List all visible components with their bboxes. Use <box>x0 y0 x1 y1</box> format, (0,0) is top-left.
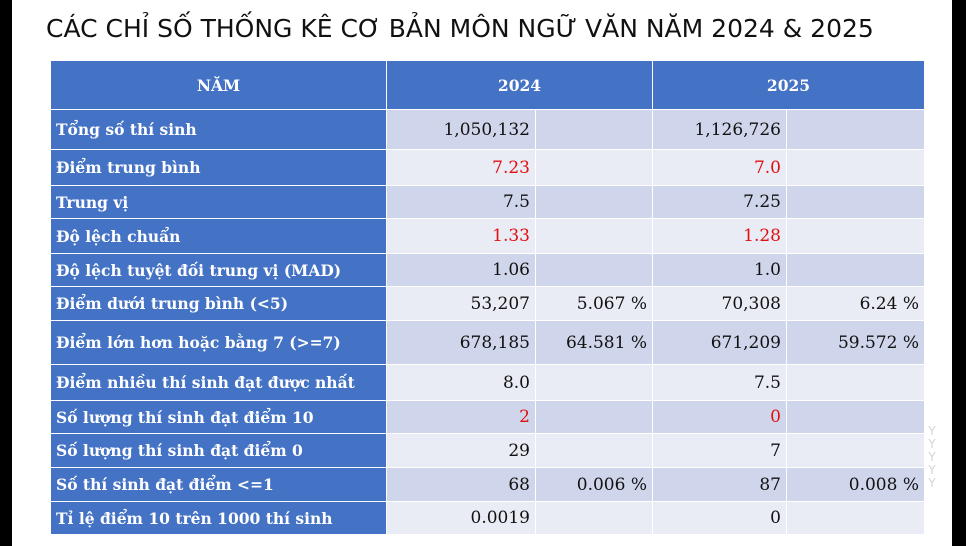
table-row: Điểm nhiều thí sinh đạt được nhất 8.0 7.5 <box>50 364 925 401</box>
value-2025: 70,308 <box>652 286 787 321</box>
slide-title: CÁC CHỈ SỐ THỐNG KÊ CƠ BẢN MÔN NGỮ VĂN N… <box>46 14 874 43</box>
row-label: Độ lệch tuyệt đối trung vị (MAD) <box>50 253 387 287</box>
table-row: Điểm lớn hơn hoặc bằng 7 (>=7) 678,185 64.… <box>50 320 925 365</box>
percent-2024: 64.581 % <box>535 320 653 365</box>
percent-2025 <box>786 109 925 150</box>
table-row: Độ lệch tuyệt đối trung vị (MAD) 1.06 1.0 <box>50 253 925 287</box>
table-row: Tổng số thí sinh 1,050,132 1,126,726 <box>50 109 925 150</box>
percent-2025 <box>786 253 925 287</box>
percent-2025 <box>786 185 925 219</box>
percent-2025 <box>786 364 925 401</box>
value-2024: 53,207 <box>386 286 536 321</box>
row-label: Số thí sinh đạt điểm <=1 <box>50 467 387 502</box>
slide: CÁC CHỈ SỐ THỐNG KÊ CƠ BẢN MÔN NGỮ VĂN N… <box>12 0 952 546</box>
table-row: Số lượng thí sinh đạt điểm 0 29 7 <box>50 433 925 468</box>
percent-2025: 59.572 % <box>786 320 925 365</box>
value-2024: 678,185 <box>386 320 536 365</box>
percent-2024 <box>535 364 653 401</box>
value-2024: 1,050,132 <box>386 109 536 150</box>
row-label: Số lượng thí sinh đạt điểm 10 <box>50 400 387 434</box>
header-2024: 2024 <box>386 60 653 110</box>
row-label: Trung vị <box>50 185 387 219</box>
value-2024: 2 <box>386 400 536 434</box>
percent-2024 <box>535 218 653 254</box>
percent-2024: 0.006 % <box>535 467 653 502</box>
percent-2025 <box>786 501 925 535</box>
row-label: Điểm lớn hơn hoặc bằng 7 (>=7) <box>50 320 387 365</box>
row-label: Số lượng thí sinh đạt điểm 0 <box>50 433 387 468</box>
value-2025: 7.5 <box>652 364 787 401</box>
value-2025: 7.0 <box>652 149 787 186</box>
header-row: NĂM 2024 2025 <box>50 60 925 110</box>
header-year-label: NĂM <box>50 60 387 110</box>
row-label: Tổng số thí sinh <box>50 109 387 150</box>
percent-2024 <box>535 109 653 150</box>
percent-2024 <box>535 433 653 468</box>
percent-2025 <box>786 218 925 254</box>
value-2025: 671,209 <box>652 320 787 365</box>
table-row: Điểm trung bình 7.23 7.0 <box>50 149 925 186</box>
value-2025: 1.28 <box>652 218 787 254</box>
table-row: Điểm dưới trung bình (<5) 53,207 5.067 % 70… <box>50 286 925 321</box>
percent-2024: 5.067 % <box>535 286 653 321</box>
value-2024: 8.0 <box>386 364 536 401</box>
header-2025: 2025 <box>652 60 925 110</box>
row-label: Điểm dưới trung bình (<5) <box>50 286 387 321</box>
value-2025: 1.0 <box>652 253 787 287</box>
percent-2025: 6.24 % <box>786 286 925 321</box>
row-label: Điểm nhiều thí sinh đạt được nhất <box>50 364 387 401</box>
value-2024: 7.23 <box>386 149 536 186</box>
percent-2024 <box>535 400 653 434</box>
value-2024: 1.33 <box>386 218 536 254</box>
row-label: Điểm trung bình <box>50 149 387 186</box>
percent-2024 <box>535 185 653 219</box>
statistics-table: NĂM 2024 2025 Tổng số thí sinh 1,050,132 1… <box>50 60 925 535</box>
percent-2024 <box>535 253 653 287</box>
percent-2024 <box>535 149 653 186</box>
table-row: Độ lệch chuẩn 1.33 1.28 <box>50 218 925 254</box>
row-label: Tỉ lệ điểm 10 trên 1000 thí sinh <box>50 501 387 535</box>
value-2024: 68 <box>386 467 536 502</box>
table-row: Trung vị 7.5 7.25 <box>50 185 925 219</box>
percent-2025 <box>786 433 925 468</box>
value-2025: 1,126,726 <box>652 109 787 150</box>
value-2025: 0 <box>652 501 787 535</box>
value-2024: 7.5 <box>386 185 536 219</box>
value-2024: 0.0019 <box>386 501 536 535</box>
table-row: Tỉ lệ điểm 10 trên 1000 thí sinh 0.0019 0 <box>50 501 925 535</box>
table-row: Số lượng thí sinh đạt điểm 10 2 0 <box>50 400 925 434</box>
percent-2025 <box>786 149 925 186</box>
row-label: Độ lệch chuẩn <box>50 218 387 254</box>
percent-2025 <box>786 400 925 434</box>
value-2025: 0 <box>652 400 787 434</box>
value-2024: 1.06 <box>386 253 536 287</box>
value-2025: 7 <box>652 433 787 468</box>
table-row: Số thí sinh đạt điểm <=1 68 0.006 % 87 0.008… <box>50 467 925 502</box>
value-2024: 29 <box>386 433 536 468</box>
percent-2024 <box>535 501 653 535</box>
value-2025: 7.25 <box>652 185 787 219</box>
percent-2025: 0.008 % <box>786 467 925 502</box>
value-2025: 87 <box>652 467 787 502</box>
